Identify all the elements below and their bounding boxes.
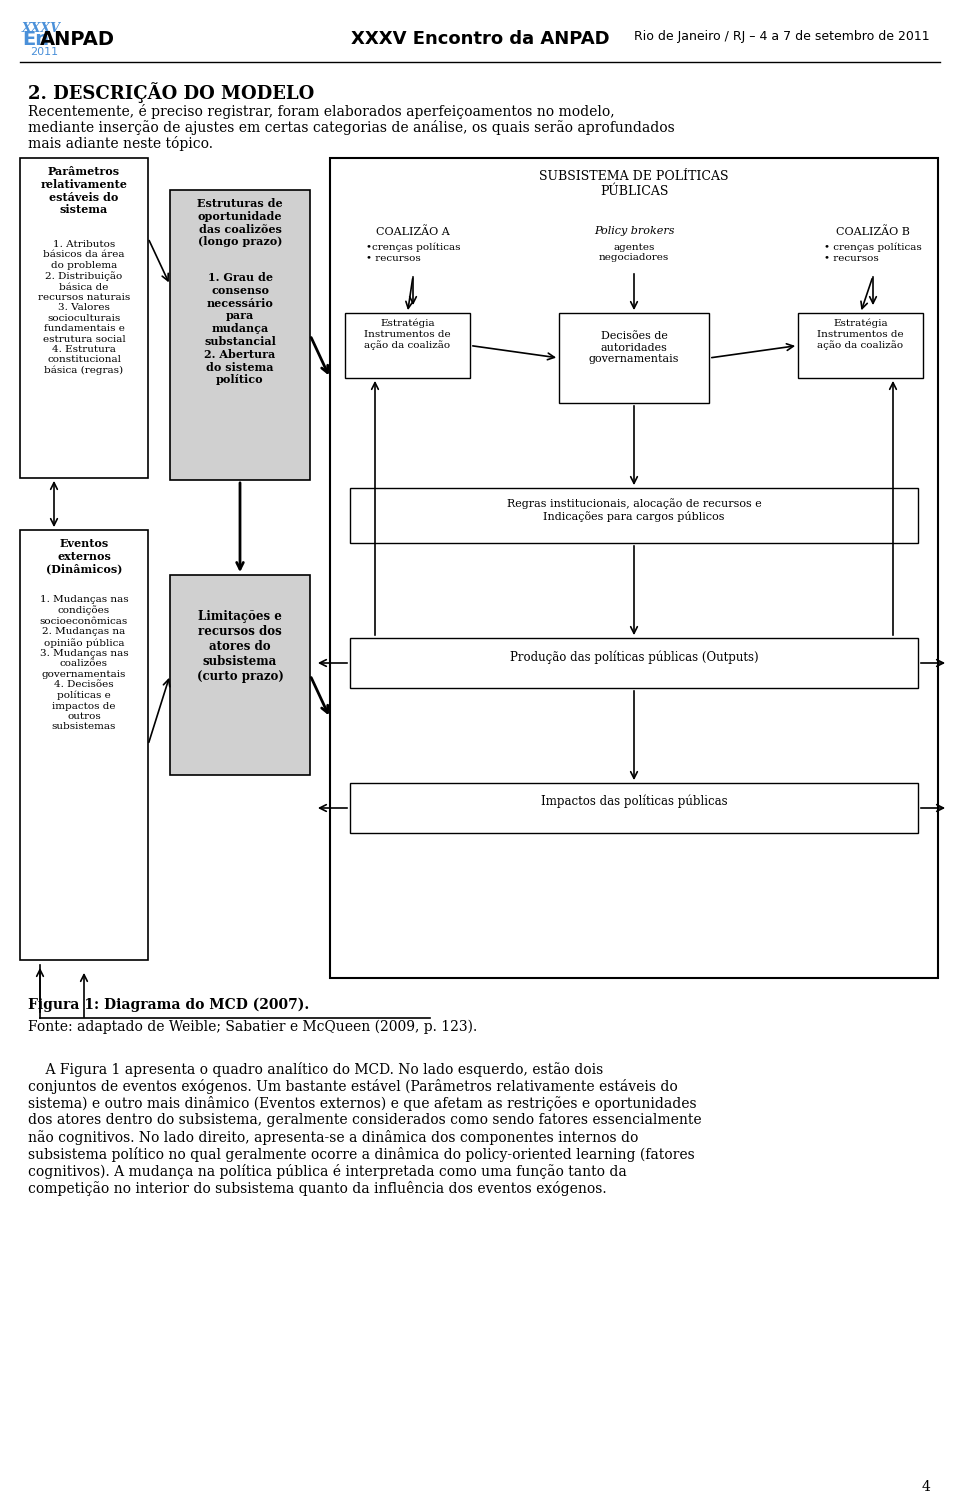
Text: Parâmetros
relativamente
estáveis do
sistema: Parâmetros relativamente estáveis do sis… (40, 166, 128, 216)
Text: 1. Grau de
consenso
necessário
para
mudança
substancial
2. Abertura
do sistema
p: 1. Grau de consenso necessário para muda… (204, 272, 276, 385)
Text: XXXV Encontro da ANPAD: XXXV Encontro da ANPAD (350, 30, 610, 48)
Text: cognitivos). A mudança na política pública é interpretada como uma função tanto : cognitivos). A mudança na política públi… (28, 1163, 627, 1179)
Text: Impactos das políticas públicas: Impactos das políticas públicas (540, 795, 728, 808)
Text: 2. DESCRIÇÃO DO MODELO: 2. DESCRIÇÃO DO MODELO (28, 82, 314, 103)
Text: SUBSISTEMA DE POLÍTICAS
PÚBLICAS: SUBSISTEMA DE POLÍTICAS PÚBLICAS (540, 171, 729, 198)
Text: não cognitivos. No lado direito, apresenta-se a dinâmica dos componentes interno: não cognitivos. No lado direito, apresen… (28, 1130, 638, 1145)
Text: COALIZÃO B: COALIZÃO B (836, 227, 910, 237)
Text: A Figura 1 apresenta o quadro analítico do MCD. No lado esquerdo, estão dois: A Figura 1 apresenta o quadro analítico … (28, 1062, 603, 1077)
Text: sistema) e outro mais dinâmico (Eventos externos) e que afetam as restrições e o: sistema) e outro mais dinâmico (Eventos … (28, 1095, 697, 1111)
Text: COALIZÃO A: COALIZÃO A (376, 227, 450, 237)
Text: Regras institucionais, alocação de recursos e
Indicações para cargos públicos: Regras institucionais, alocação de recur… (507, 499, 761, 521)
FancyBboxPatch shape (170, 576, 310, 775)
Text: Estruturas de
oportunidade
das coalizões
(longo prazo): Estruturas de oportunidade das coalizões… (197, 198, 283, 248)
Text: Rio de Janeiro / RJ – 4 a 7 de setembro de 2011: Rio de Janeiro / RJ – 4 a 7 de setembro … (635, 30, 930, 42)
Text: subsistema político no qual geralmente ocorre a dinâmica do policy-oriented lear: subsistema político no qual geralmente o… (28, 1147, 695, 1162)
Text: Estratégia
Instrumentos de
ação da coalizão: Estratégia Instrumentos de ação da coali… (364, 319, 451, 351)
Text: En: En (22, 30, 49, 48)
Text: Policy brokers: Policy brokers (593, 227, 674, 236)
Text: Produção das políticas públicas (Outputs): Produção das políticas públicas (Outputs… (510, 650, 758, 663)
FancyBboxPatch shape (330, 159, 938, 978)
Text: mediante inserção de ajustes em certas categorias de análise, os quais serão apr: mediante inserção de ajustes em certas c… (28, 119, 675, 134)
Text: competição no interior do subsistema quanto da influência dos eventos exógenos.: competição no interior do subsistema qua… (28, 1182, 607, 1197)
Text: Estratégia
Instrumentos de
ação da coalizão: Estratégia Instrumentos de ação da coali… (817, 319, 903, 351)
Text: ANPAD: ANPAD (40, 30, 115, 48)
FancyBboxPatch shape (559, 313, 709, 403)
FancyBboxPatch shape (350, 488, 918, 542)
Text: Figura 1: Diagrama do MCD (2007).: Figura 1: Diagrama do MCD (2007). (28, 997, 309, 1012)
Text: Limitações e
recursos dos
atores do
subsistema
(curto prazo): Limitações e recursos dos atores do subs… (197, 610, 283, 683)
Text: Eventos
externos
(Dinâmicos): Eventos externos (Dinâmicos) (46, 538, 122, 574)
Text: agentes
negociadores: agentes negociadores (599, 243, 669, 263)
Text: • crenças políticas
• recursos: • crenças políticas • recursos (824, 243, 922, 263)
Text: XXXV: XXXV (22, 23, 61, 35)
FancyBboxPatch shape (350, 783, 918, 833)
FancyBboxPatch shape (350, 638, 918, 688)
Text: mais adiante neste tópico.: mais adiante neste tópico. (28, 136, 213, 151)
Text: 2011: 2011 (30, 47, 59, 57)
Text: dos atores dentro do subsistema, geralmente considerados como sendo fatores esse: dos atores dentro do subsistema, geralme… (28, 1114, 702, 1127)
FancyBboxPatch shape (345, 313, 470, 378)
Text: conjuntos de eventos exógenos. Um bastante estável (Parâmetros relativamente est: conjuntos de eventos exógenos. Um bastan… (28, 1079, 678, 1094)
FancyBboxPatch shape (20, 530, 148, 959)
Text: 4: 4 (922, 1479, 930, 1494)
Text: Recentemente, é preciso registrar, foram elaborados aperfeiçoamentos no modelo,: Recentemente, é preciso registrar, foram… (28, 104, 614, 119)
Text: Fonte: adaptado de Weible; Sabatier e McQueen (2009, p. 123).: Fonte: adaptado de Weible; Sabatier e Mc… (28, 1020, 477, 1035)
FancyBboxPatch shape (20, 159, 148, 477)
Text: Decisões de
autoridades
governamentais: Decisões de autoridades governamentais (588, 331, 680, 364)
FancyBboxPatch shape (798, 313, 923, 378)
FancyBboxPatch shape (170, 190, 310, 480)
Text: 1. Atributos
básicos da área
do problema
2. Distribuição
básica de
recursos natu: 1. Atributos básicos da área do problema… (37, 240, 131, 375)
Text: •crenças políticas
• recursos: •crenças políticas • recursos (366, 243, 460, 263)
Text: 1. Mudanças nas
condições
socioeconômicas
2. Mudanças na
opinião pública
3. Muda: 1. Mudanças nas condições socioeconômica… (39, 595, 129, 731)
